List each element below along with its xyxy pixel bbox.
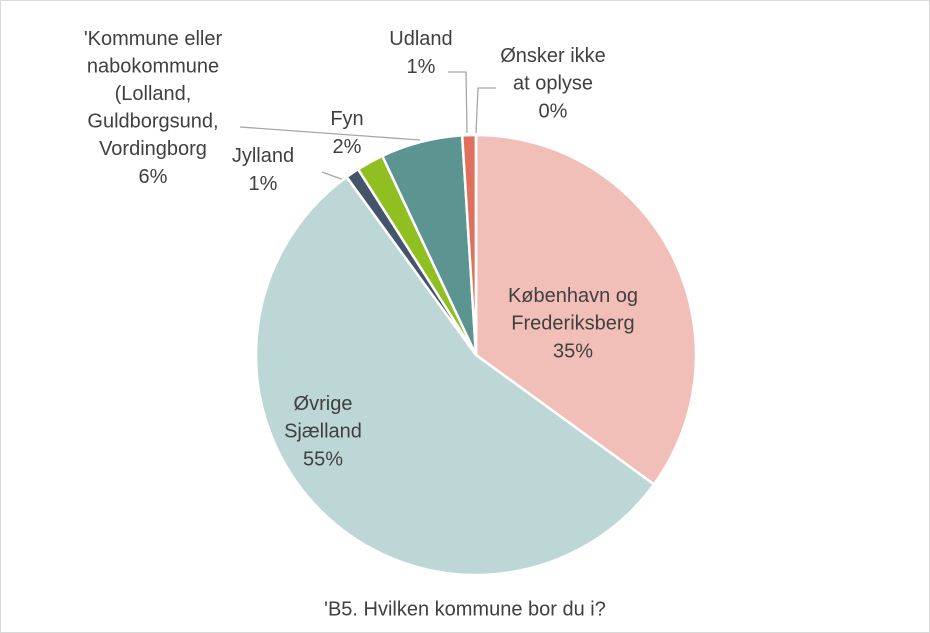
value-label: 1%: [249, 173, 278, 195]
label-line: Fyn: [330, 108, 363, 130]
slice-label: Fyn: [330, 108, 363, 130]
value-label: 6%: [139, 166, 168, 188]
slice-label: Udland: [389, 28, 452, 50]
label-line: Ønsker ikke: [500, 45, 606, 67]
label-line: Øvrige: [294, 393, 353, 415]
label-line: Guldborgsund,: [87, 111, 218, 133]
slice-label: 'Kommune eller nabokommune (Lolland, Guldbo…: [84, 28, 223, 160]
slice-label: Øvrige Sjælland: [284, 393, 362, 443]
value-label: 0%: [539, 100, 568, 122]
label-line: København og: [508, 285, 638, 307]
slice-label: København og Frederiksberg: [508, 285, 638, 335]
label-line: (Lolland,: [115, 83, 192, 105]
leader-line: [321, 171, 345, 181]
label-line: Sjælland: [284, 421, 362, 443]
chart-title: 'B5. Hvilken kommune bor du i?: [324, 598, 606, 620]
labels: København og Frederiksberg 35% Øvrige Sjælla…: [84, 28, 638, 470]
label-line: Vordingborg: [99, 138, 207, 160]
label-line: Frederiksberg: [511, 313, 634, 335]
leader-line: [448, 71, 468, 134]
pie-slice: [474, 133, 698, 487]
value-label: 35%: [553, 340, 593, 362]
label-line: at oplyse: [513, 73, 593, 95]
value-label: 55%: [303, 448, 343, 470]
label-line: Jylland: [232, 145, 294, 167]
label-line: 'Kommune eller: [84, 28, 223, 50]
label-line: Udland: [389, 28, 452, 50]
label-line: nabokommune: [87, 56, 219, 78]
leader-line: [475, 87, 496, 134]
value-label: 2%: [333, 136, 362, 158]
pie: [254, 133, 698, 577]
value-label: 1%: [407, 56, 436, 78]
slice-label: Jylland: [232, 145, 294, 167]
leader-line: [239, 126, 421, 141]
slice-label: Ønsker ikke at oplyse: [500, 45, 606, 95]
pie-slice: [254, 175, 656, 577]
